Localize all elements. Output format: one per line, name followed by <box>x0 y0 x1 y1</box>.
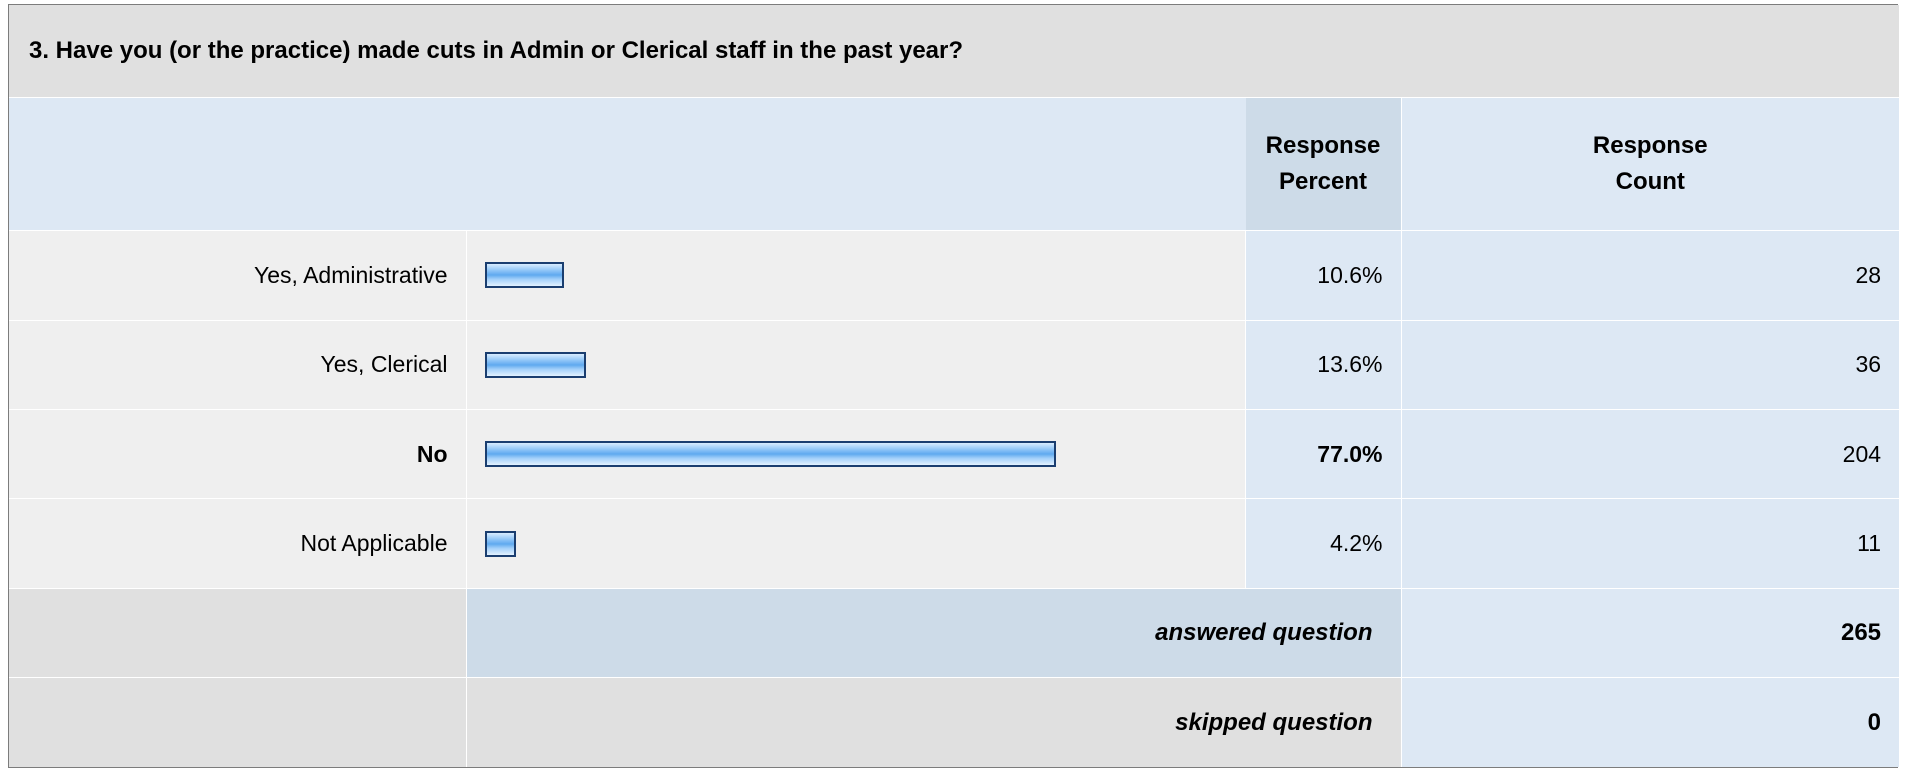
response-percent: 77.0% <box>1244 409 1402 500</box>
answered-blank <box>9 588 466 679</box>
header-response-percent: Response Percent <box>1244 97 1402 232</box>
response-bar <box>484 262 564 289</box>
header-percent-line2: Percent <box>1278 168 1368 196</box>
header-count-line2: Count <box>1615 168 1685 196</box>
response-count: 204 <box>1401 409 1900 500</box>
bar-cell <box>465 320 1245 411</box>
response-percent: 13.6% <box>1244 320 1402 411</box>
response-count: 28 <box>1401 230 1900 321</box>
skipped-value: 0 <box>1401 677 1900 767</box>
bar-cell <box>465 230 1245 321</box>
header-row: Response Percent Response Count <box>9 97 1900 232</box>
answer-label: No <box>9 409 466 500</box>
header-count-line1: Response <box>1592 132 1708 160</box>
table-row: No 77.0% 204 <box>9 409 1900 500</box>
response-bar <box>484 441 1056 468</box>
table-row: Not Applicable 4.2% 11 <box>9 498 1900 589</box>
skipped-label: skipped question <box>465 677 1402 767</box>
response-percent: 10.6% <box>1244 230 1402 321</box>
skipped-blank <box>9 677 466 767</box>
answer-label: Not Applicable <box>9 498 466 589</box>
question-title: 3. Have you (or the practice) made cuts … <box>9 5 1900 99</box>
bar-cell <box>465 498 1245 589</box>
response-count: 36 <box>1401 320 1900 411</box>
answer-label: Yes, Administrative <box>9 230 466 321</box>
answered-label: answered question <box>465 588 1402 679</box>
skipped-row: skipped question 0 <box>9 677 1900 767</box>
table-row: Yes, Administrative 10.6% 28 <box>9 230 1900 321</box>
response-bar <box>484 351 586 378</box>
survey-results-table: 3. Have you (or the practice) made cuts … <box>9 5 1900 767</box>
survey-results-panel: 3. Have you (or the practice) made cuts … <box>8 4 1900 768</box>
answered-row: answered question 265 <box>9 588 1900 679</box>
header-percent-line1: Response <box>1265 132 1381 160</box>
title-row: 3. Have you (or the practice) made cuts … <box>9 5 1900 99</box>
response-bar <box>484 530 516 557</box>
response-count: 11 <box>1401 498 1900 589</box>
bar-cell <box>465 409 1245 500</box>
answered-value: 265 <box>1401 588 1900 679</box>
response-percent: 4.2% <box>1244 498 1402 589</box>
table-row: Yes, Clerical 13.6% 36 <box>9 320 1900 411</box>
answer-label: Yes, Clerical <box>9 320 466 411</box>
header-response-count: Response Count <box>1401 97 1900 232</box>
header-blank <box>9 97 1246 232</box>
